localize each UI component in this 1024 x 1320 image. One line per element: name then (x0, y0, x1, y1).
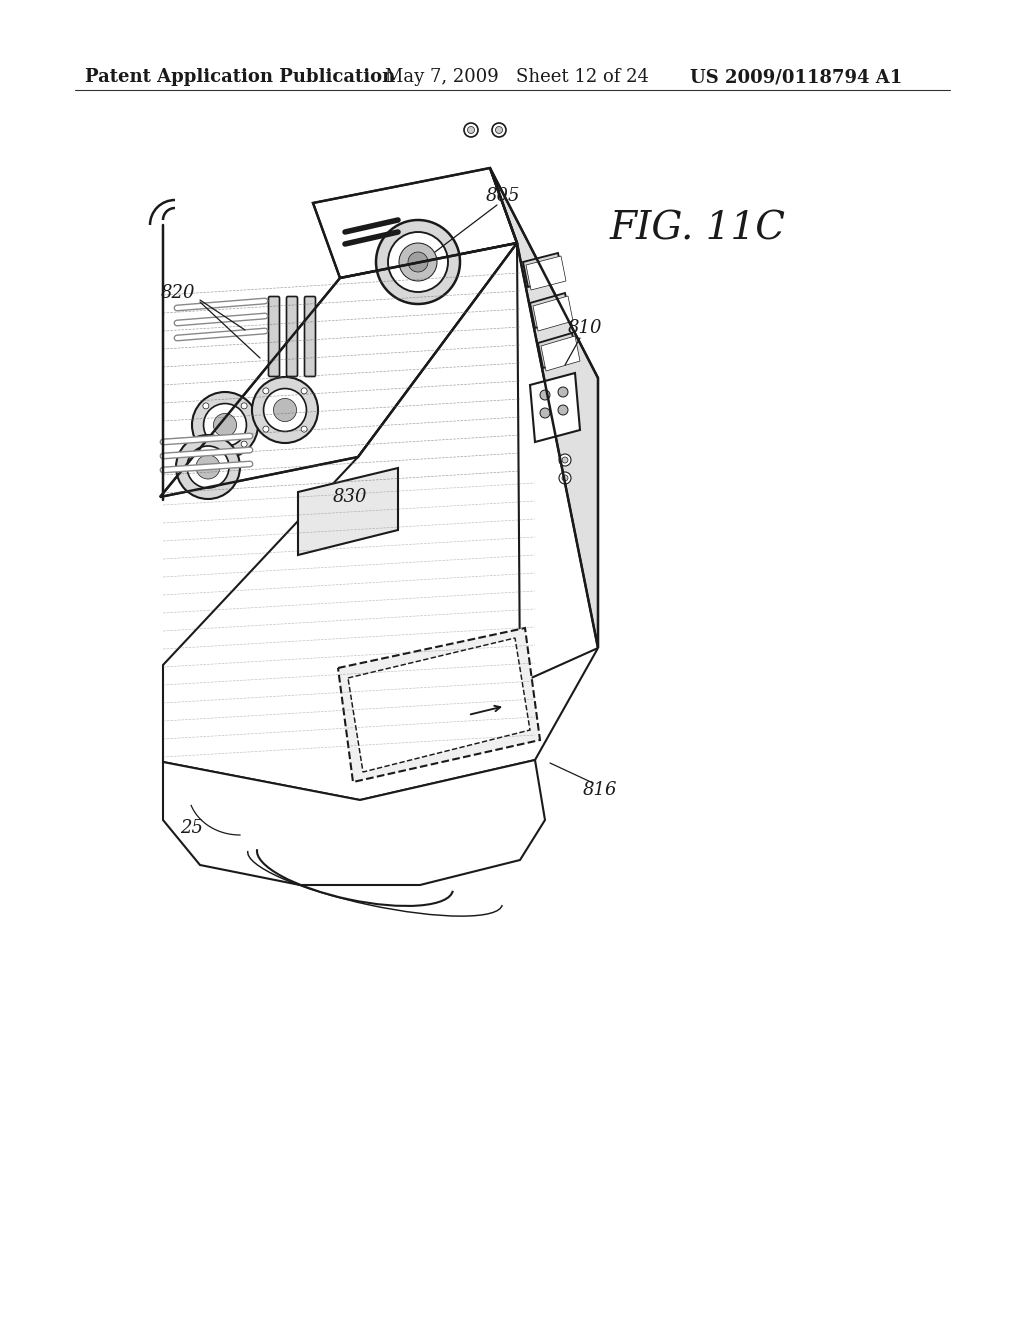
Text: May 7, 2009   Sheet 12 of 24: May 7, 2009 Sheet 12 of 24 (385, 69, 649, 86)
FancyBboxPatch shape (287, 297, 298, 376)
Circle shape (562, 475, 568, 480)
Circle shape (187, 446, 229, 488)
Polygon shape (163, 243, 598, 800)
Circle shape (263, 426, 269, 432)
Circle shape (241, 441, 247, 447)
Polygon shape (523, 253, 563, 286)
Text: 805: 805 (485, 187, 520, 205)
Polygon shape (534, 296, 573, 331)
Text: 25: 25 (180, 818, 204, 837)
Circle shape (562, 457, 568, 463)
Circle shape (203, 403, 209, 409)
Polygon shape (298, 469, 398, 554)
Circle shape (388, 232, 449, 292)
Circle shape (273, 399, 297, 421)
Polygon shape (530, 374, 580, 442)
Circle shape (193, 392, 258, 458)
Circle shape (241, 403, 247, 409)
FancyBboxPatch shape (268, 297, 280, 376)
Circle shape (559, 454, 571, 466)
Circle shape (558, 387, 568, 397)
Text: FIG. 11C: FIG. 11C (610, 210, 786, 247)
Circle shape (540, 389, 550, 400)
Polygon shape (348, 638, 530, 772)
Circle shape (176, 436, 240, 499)
Circle shape (203, 441, 209, 447)
Circle shape (408, 252, 428, 272)
Circle shape (263, 388, 269, 393)
Circle shape (376, 220, 460, 304)
Circle shape (263, 388, 306, 432)
Polygon shape (338, 628, 540, 781)
Circle shape (301, 426, 307, 432)
Text: 816: 816 (583, 781, 617, 799)
Circle shape (196, 455, 220, 479)
Circle shape (252, 378, 318, 444)
Circle shape (468, 127, 474, 133)
Polygon shape (163, 760, 545, 884)
Text: 830: 830 (333, 488, 368, 506)
Polygon shape (526, 256, 566, 290)
Polygon shape (490, 168, 598, 648)
Circle shape (464, 123, 478, 137)
Circle shape (559, 473, 571, 484)
Circle shape (204, 404, 247, 446)
Polygon shape (530, 293, 570, 327)
Circle shape (540, 408, 550, 418)
Circle shape (496, 127, 503, 133)
Text: US 2009/0118794 A1: US 2009/0118794 A1 (690, 69, 902, 86)
Polygon shape (313, 168, 517, 279)
Polygon shape (538, 333, 577, 368)
Circle shape (492, 123, 506, 137)
Text: Patent Application Publication: Patent Application Publication (85, 69, 395, 86)
Polygon shape (160, 243, 517, 498)
Polygon shape (541, 337, 580, 371)
Circle shape (558, 405, 568, 414)
FancyBboxPatch shape (304, 297, 315, 376)
Circle shape (301, 388, 307, 393)
Text: 810: 810 (567, 319, 602, 337)
Circle shape (399, 243, 437, 281)
Text: 820: 820 (161, 284, 196, 302)
Circle shape (213, 413, 237, 437)
